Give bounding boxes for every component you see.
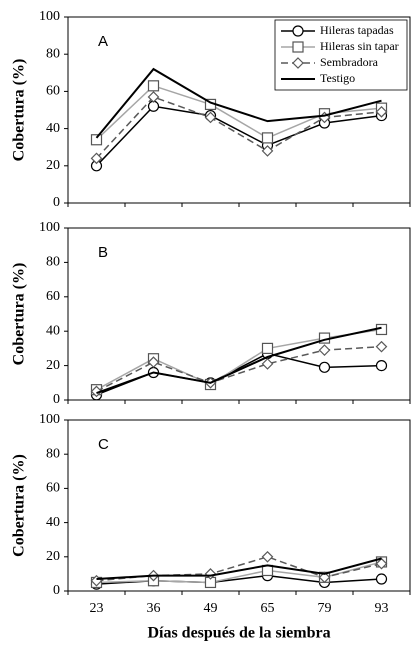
x-tick-label: 79	[318, 601, 332, 616]
marker	[204, 111, 217, 124]
marker	[261, 132, 274, 144]
y-tick-label: 100	[39, 9, 60, 24]
y-tick-label: 20	[46, 549, 60, 564]
marker	[90, 152, 103, 165]
legend-label: Sembradora	[320, 55, 379, 69]
marker	[90, 385, 103, 398]
y-axis-label: Cobertura (%)	[11, 59, 28, 162]
series-line	[96, 345, 382, 393]
panel-label: B	[98, 244, 108, 261]
panel-label: A	[98, 33, 108, 50]
x-tick-label: 49	[204, 601, 218, 616]
series-line	[96, 328, 382, 391]
series-line	[95, 67, 382, 139]
legend-label: Testigo	[320, 71, 355, 85]
y-axis-label: Cobertura (%)	[11, 454, 28, 557]
y-tick-label: 40	[46, 515, 60, 530]
marker	[147, 356, 160, 369]
marker	[375, 573, 388, 585]
y-tick-label: 0	[53, 392, 60, 407]
marker	[318, 361, 331, 373]
y-tick-label: 40	[46, 323, 60, 338]
legend-marker	[292, 25, 304, 37]
x-tick-label: 23	[90, 601, 104, 616]
legend-marker	[292, 41, 304, 53]
y-tick-label: 0	[53, 195, 60, 210]
legend-label: Hileras tapadas	[320, 23, 394, 37]
series-line	[95, 96, 382, 159]
y-tick-label: 20	[46, 158, 60, 173]
y-tick-label: 80	[46, 446, 60, 461]
series-line	[96, 326, 382, 395]
y-tick-label: 60	[46, 84, 60, 99]
y-axis-label: Cobertura (%)	[11, 263, 28, 366]
legend-label: Hileras sin tapar	[320, 39, 399, 53]
y-tick-label: 100	[39, 220, 60, 235]
marker	[90, 134, 103, 146]
x-tick-label: 36	[147, 601, 161, 616]
x-axis-label: Días después de la siembra	[147, 625, 330, 642]
legend-marker	[292, 57, 304, 69]
y-tick-label: 0	[53, 583, 60, 598]
marker	[318, 571, 331, 584]
marker	[318, 344, 331, 356]
marker	[375, 360, 388, 372]
plot-frame	[67, 227, 411, 401]
marker	[261, 145, 274, 157]
marker	[261, 550, 274, 563]
marker	[147, 80, 160, 92]
marker	[375, 557, 388, 570]
y-tick-label: 80	[46, 46, 60, 61]
marker	[375, 340, 388, 353]
x-tick-label: 65	[261, 601, 275, 616]
marker	[375, 106, 388, 118]
marker	[261, 342, 274, 354]
y-tick-label: 80	[46, 255, 60, 270]
y-tick-label: 20	[46, 358, 60, 373]
marker	[147, 91, 160, 103]
y-tick-label: 40	[46, 121, 60, 136]
marker	[261, 358, 274, 370]
y-tick-label: 60	[46, 289, 60, 304]
y-tick-label: 100	[39, 412, 60, 427]
x-tick-label: 93	[375, 601, 389, 616]
panel-label: C	[98, 436, 109, 453]
y-tick-label: 60	[46, 481, 60, 496]
series-line	[96, 352, 382, 396]
series-line	[95, 105, 382, 167]
series-line	[96, 557, 382, 581]
